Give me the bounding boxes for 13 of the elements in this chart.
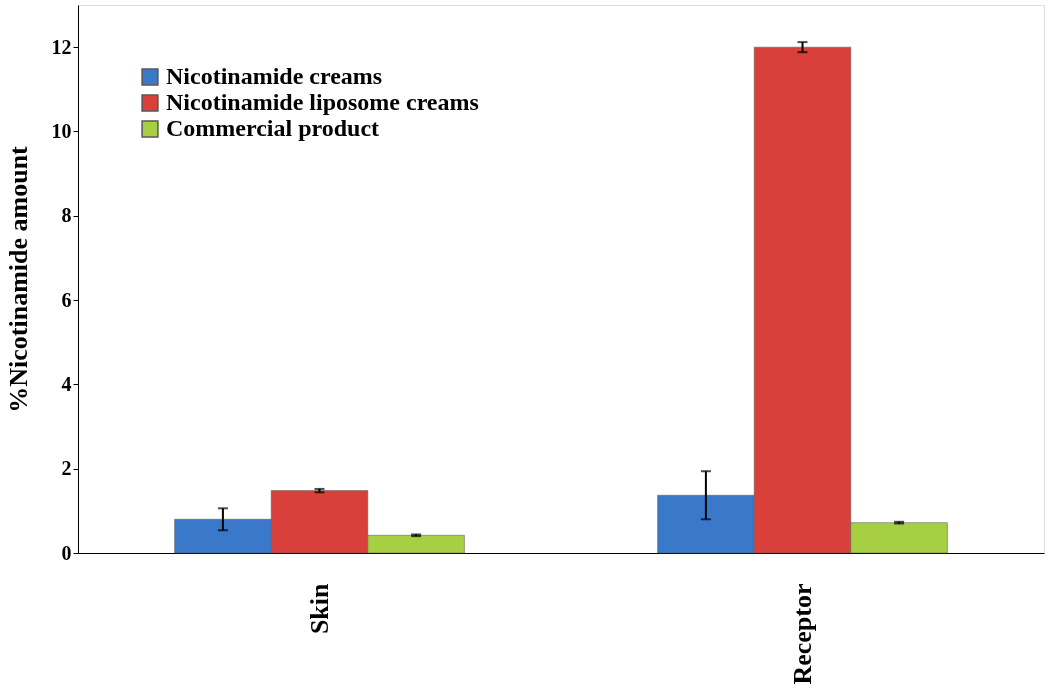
legend-label: Nicotinamide liposome creams	[166, 89, 479, 115]
y-axis-title: %Nicotinamide amount	[3, 145, 33, 413]
legend-label: Commercial product	[166, 115, 380, 141]
y-tick-label: 0	[61, 541, 72, 564]
x-tick-label: Skin	[304, 582, 334, 635]
legend-label: Nicotinamide creams	[166, 63, 383, 89]
y-tick-label: 12	[51, 35, 72, 58]
y-tick-label: 2	[61, 457, 72, 480]
y-tick-label: 10	[51, 119, 72, 142]
y-tick-label: 6	[61, 288, 72, 311]
y-tick-label: 8	[61, 204, 72, 227]
y-tick-label: 4	[61, 372, 72, 395]
x-tick-label: Receptor	[787, 583, 817, 685]
